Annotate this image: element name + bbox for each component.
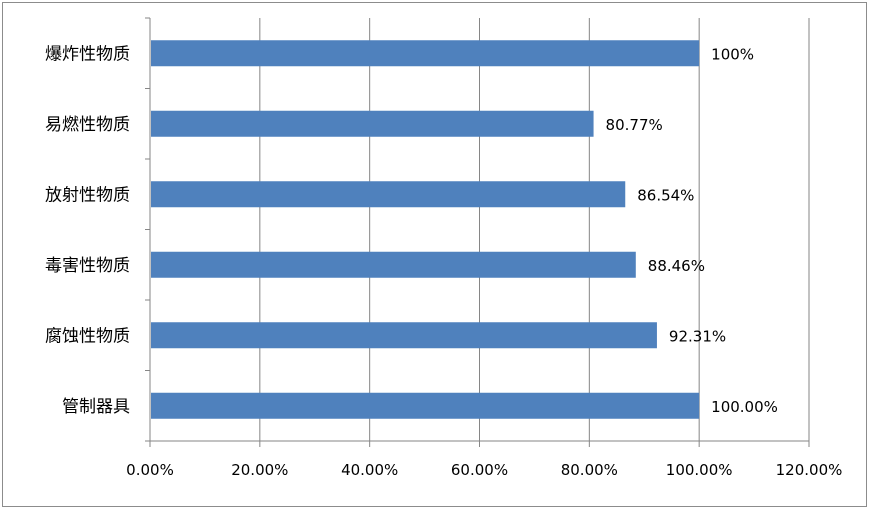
data-label: 88.46%: [648, 257, 705, 275]
category-label: 管制器具: [62, 397, 130, 417]
bar: [151, 251, 636, 278]
data-label: 100%: [711, 45, 754, 63]
bar: [151, 392, 700, 419]
bar: [151, 40, 700, 67]
data-label: 92.31%: [669, 327, 726, 345]
gridlines: [259, 18, 810, 441]
bar: [151, 181, 626, 208]
axes: [145, 17, 810, 447]
data-label: 80.77%: [606, 116, 663, 134]
labels: 0.00% 20.00% 40.00% 60.00% 80.00% 100.00% 120.…: [45, 44, 842, 479]
bar-chart: 0.00% 20.00% 40.00% 60.00% 80.00% 100.00% 120.…: [45, 17, 842, 479]
x-tick-label: 100.00%: [666, 461, 733, 479]
bar: [151, 322, 657, 349]
x-tick-label: 80.00%: [561, 461, 618, 479]
x-tick-label: 60.00%: [451, 461, 508, 479]
category-label: 易燃性物质: [45, 115, 130, 135]
bar: [151, 110, 594, 137]
category-label: 毒害性物质: [45, 256, 130, 276]
x-tick-label: 120.00%: [776, 461, 843, 479]
data-label: 100.00%: [711, 398, 778, 416]
category-label: 腐蚀性物质: [45, 326, 130, 346]
x-tick-label: 20.00%: [231, 461, 288, 479]
x-tick-label: 0.00%: [126, 461, 174, 479]
bars: [151, 40, 700, 419]
category-label: 放射性物质: [45, 185, 130, 205]
data-label: 86.54%: [637, 186, 694, 204]
x-tick-label: 40.00%: [341, 461, 398, 479]
category-label: 爆炸性物质: [45, 44, 130, 64]
